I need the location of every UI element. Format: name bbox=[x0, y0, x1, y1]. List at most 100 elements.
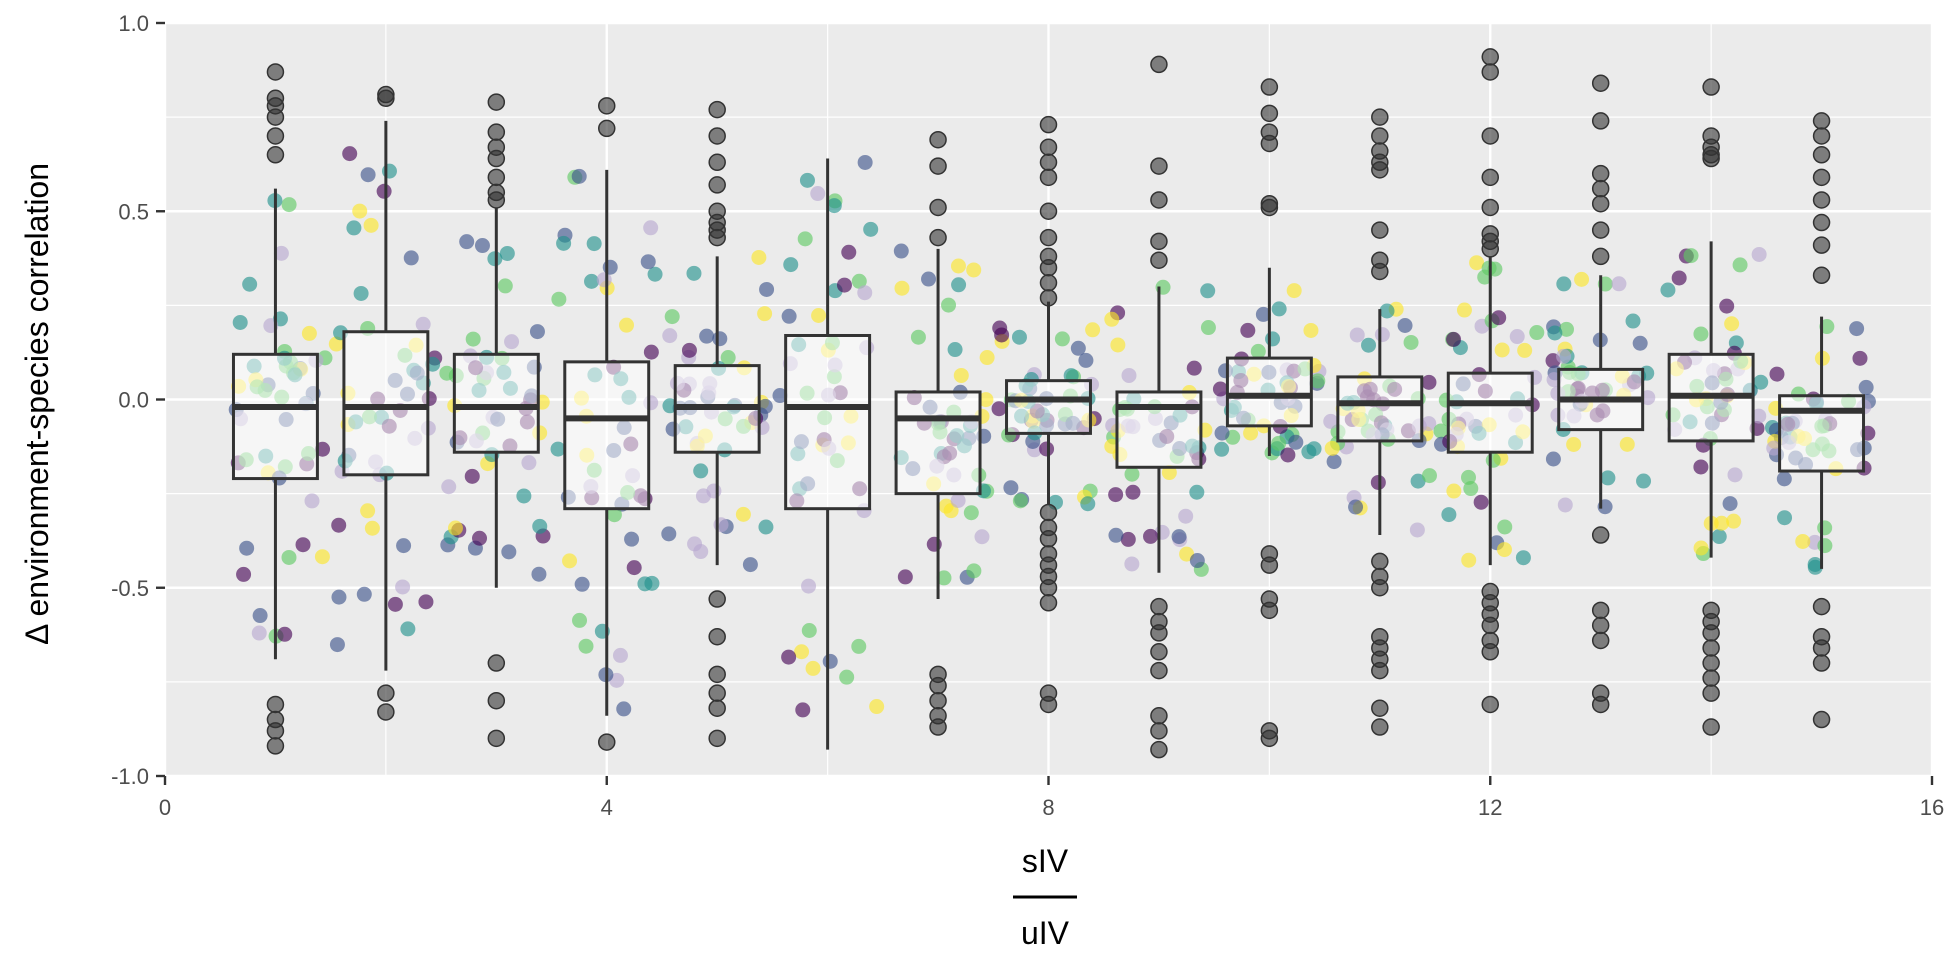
jitter-point bbox=[757, 398, 773, 414]
jitter-point bbox=[869, 699, 885, 715]
jitter-point bbox=[1243, 425, 1259, 441]
outlier-point bbox=[1702, 78, 1720, 96]
box-iqr bbox=[342, 330, 430, 477]
jitter-point bbox=[529, 324, 545, 340]
jitter-point bbox=[606, 507, 622, 523]
jitter-point bbox=[1515, 550, 1531, 566]
jitter-point bbox=[1619, 436, 1635, 452]
box-iqr bbox=[1005, 379, 1092, 435]
jitter-point bbox=[681, 342, 697, 358]
jitter-point bbox=[252, 608, 268, 624]
outlier-point bbox=[1039, 153, 1058, 172]
jitter-point bbox=[1265, 331, 1281, 347]
jitter-point bbox=[1693, 459, 1709, 475]
jitter-point bbox=[626, 560, 642, 576]
outlier-point bbox=[1150, 55, 1168, 74]
jitter-point bbox=[1711, 529, 1727, 545]
jitter-point bbox=[356, 586, 372, 602]
jitter-point bbox=[1817, 520, 1833, 536]
outlier-point bbox=[1481, 695, 1499, 714]
box-iqr bbox=[1115, 390, 1203, 469]
outlier-point bbox=[1481, 631, 1499, 650]
jitter-point bbox=[465, 331, 481, 347]
outlier-point bbox=[1260, 123, 1279, 141]
jitter-point bbox=[550, 441, 566, 457]
jitter-point bbox=[1517, 342, 1533, 358]
jitter-point bbox=[1795, 533, 1811, 549]
outlier-point bbox=[1039, 594, 1058, 612]
jitter-point bbox=[497, 278, 513, 294]
jitter-point bbox=[1456, 302, 1472, 318]
jitter-point bbox=[1693, 540, 1709, 556]
jitter-point bbox=[624, 531, 640, 547]
jitter-point bbox=[1178, 508, 1194, 524]
outlier-point bbox=[1702, 127, 1720, 145]
jitter-point bbox=[1310, 373, 1326, 389]
jitter-point bbox=[794, 644, 810, 660]
outlier-point bbox=[1812, 710, 1831, 729]
jitter-point bbox=[360, 167, 376, 183]
x-tick-label: 4 bbox=[601, 795, 613, 820]
jitter-point bbox=[1286, 283, 1302, 299]
jitter-point bbox=[1421, 468, 1437, 484]
jitter-point bbox=[1469, 255, 1485, 271]
x-tick-label: 0 bbox=[159, 795, 171, 820]
outlier-point bbox=[1150, 722, 1168, 740]
jitter-point bbox=[1120, 531, 1136, 547]
outlier-point bbox=[487, 691, 506, 710]
jitter-point bbox=[562, 553, 578, 569]
jitter-point bbox=[662, 398, 678, 414]
outlier-point bbox=[1591, 601, 1610, 620]
outlier-point bbox=[487, 123, 506, 141]
jitter-point bbox=[474, 238, 490, 254]
outlier-point bbox=[1260, 78, 1279, 96]
jitter-point bbox=[1212, 381, 1228, 397]
jitter-point bbox=[640, 254, 656, 270]
jitter-point bbox=[1849, 321, 1865, 337]
jitter-point bbox=[1349, 327, 1365, 343]
jitter-point bbox=[572, 612, 588, 628]
axes: 0 4 8 12 16 -1.0 -0.5 0.0 0.5 1.0 bbox=[111, 11, 1944, 820]
outlier-point bbox=[1371, 718, 1389, 736]
jitter-point bbox=[1186, 360, 1202, 376]
jitter-point bbox=[1104, 311, 1120, 327]
outlier-point bbox=[1591, 616, 1610, 635]
jitter-point bbox=[1556, 276, 1572, 292]
jitter-point bbox=[1727, 467, 1743, 483]
outlier-point bbox=[266, 695, 285, 714]
jitter-point bbox=[693, 544, 709, 560]
outlier-point bbox=[598, 119, 616, 138]
box-iqr bbox=[1336, 375, 1424, 443]
jitter-point bbox=[720, 350, 736, 366]
outlier-point bbox=[1812, 627, 1831, 646]
outlier-point bbox=[708, 590, 726, 608]
outlier-point bbox=[929, 228, 947, 247]
jitter-point bbox=[346, 220, 362, 236]
jitter-point bbox=[376, 183, 392, 199]
jitter-point bbox=[232, 314, 248, 330]
outlier-point bbox=[929, 665, 947, 684]
outlier-point bbox=[929, 707, 947, 725]
jitter-point bbox=[1473, 494, 1489, 510]
outlier-point bbox=[1591, 164, 1610, 183]
jitter-point bbox=[532, 518, 548, 534]
jitter-point bbox=[499, 245, 515, 261]
jitter-point bbox=[1271, 301, 1287, 317]
outlier-point bbox=[1702, 654, 1720, 672]
jitter-point bbox=[1494, 342, 1510, 358]
outlier-point bbox=[487, 183, 506, 202]
jitter-point bbox=[991, 401, 1007, 417]
jitter-point bbox=[1110, 337, 1126, 353]
jitter-point bbox=[1441, 507, 1457, 523]
jitter-point bbox=[1819, 319, 1835, 335]
jitter-point bbox=[1240, 322, 1256, 338]
jitter-point bbox=[735, 506, 751, 522]
jitter-point bbox=[1374, 327, 1390, 343]
y-tick-label: 0.0 bbox=[118, 388, 149, 413]
jitter-point bbox=[795, 702, 811, 718]
jitter-point bbox=[1463, 481, 1479, 497]
jitter-point bbox=[1509, 329, 1525, 345]
jitter-point bbox=[1421, 374, 1437, 390]
jitter-point bbox=[516, 488, 532, 504]
